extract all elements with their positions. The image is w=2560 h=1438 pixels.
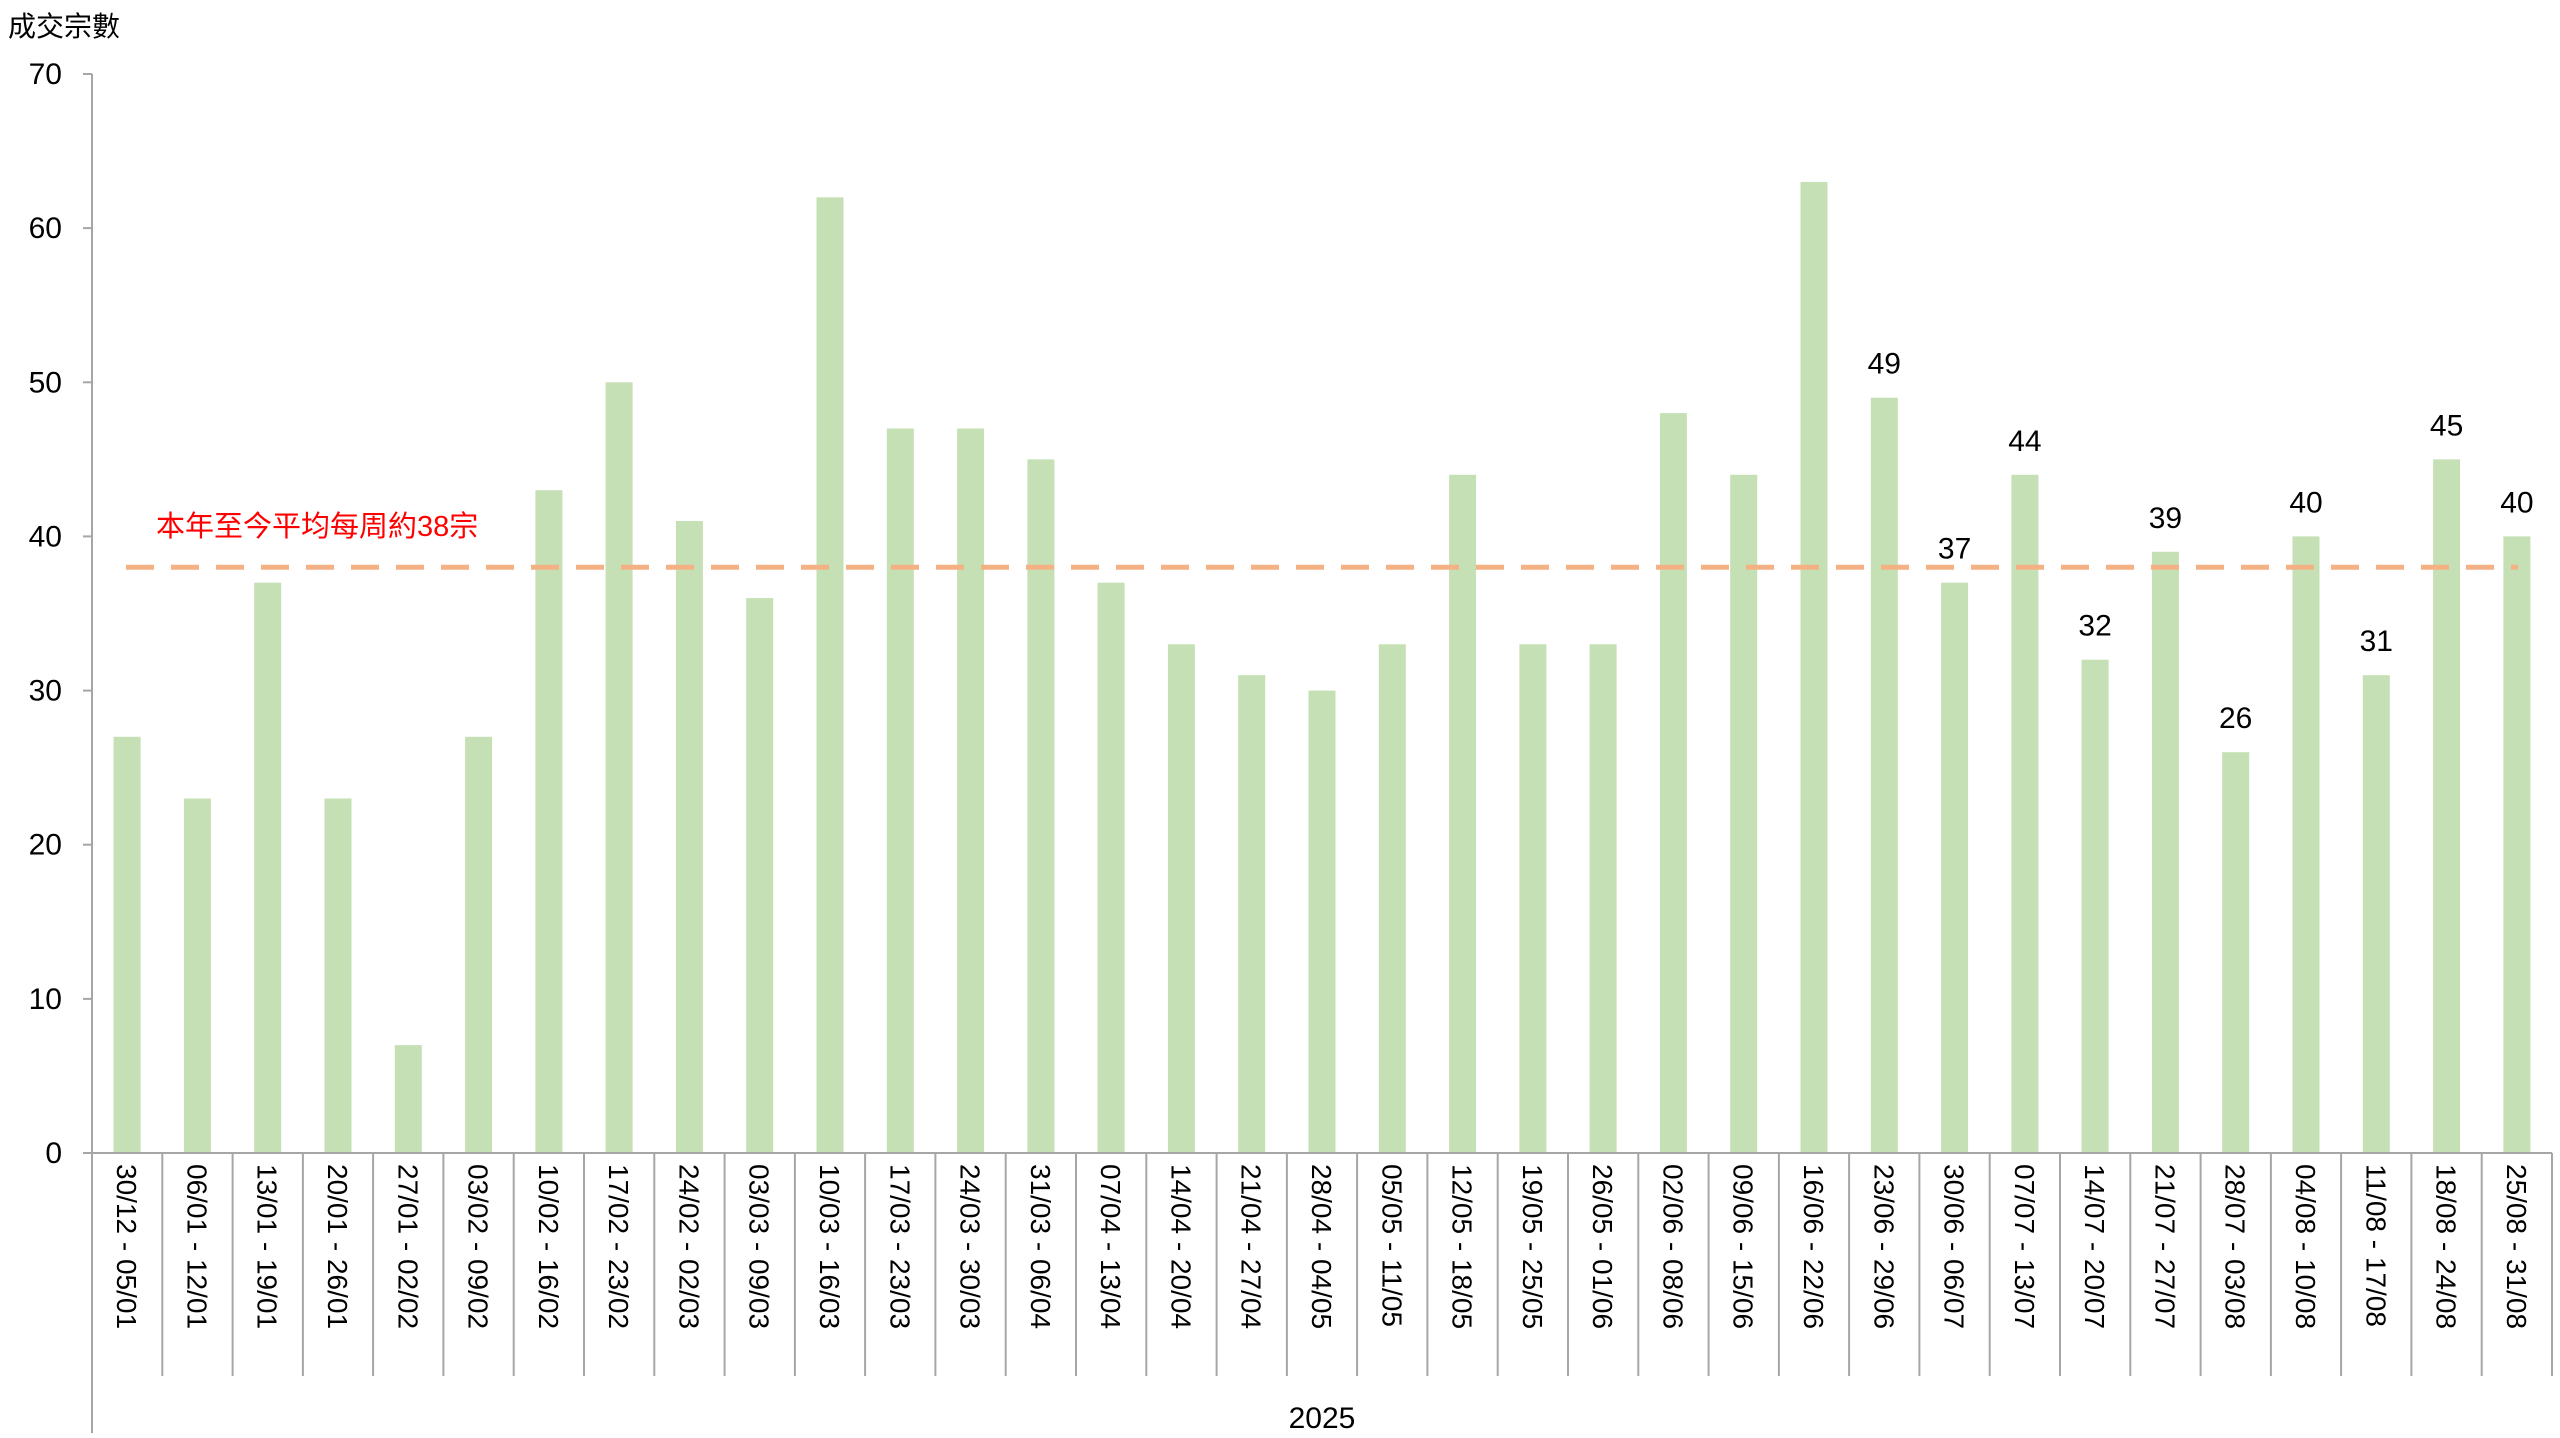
- x-tick-label: 13/01 - 19/01: [252, 1164, 283, 1329]
- bar-2: [254, 582, 282, 1153]
- x-tick-label: 09/06 - 15/06: [1728, 1164, 1759, 1329]
- x-tick-label: 16/06 - 22/06: [1798, 1164, 1829, 1329]
- x-tick-label: 07/04 - 13/04: [1095, 1164, 1126, 1329]
- x-tick-label: 26/05 - 01/06: [1587, 1164, 1618, 1329]
- x-tick-label: 30/12 - 05/01: [111, 1164, 142, 1329]
- x-tick-label: 17/03 - 23/03: [884, 1164, 915, 1329]
- x-tick-label: 30/06 - 06/07: [1939, 1164, 1970, 1329]
- bar-3: [324, 798, 352, 1153]
- x-tick-label: 10/02 - 16/02: [533, 1164, 564, 1329]
- x-tick-label: 02/06 - 08/06: [1657, 1164, 1688, 1329]
- x-tick-label: 28/07 - 03/08: [2220, 1164, 2251, 1329]
- x-tick-label: 17/02 - 23/02: [603, 1164, 634, 1329]
- bar-1: [183, 798, 211, 1153]
- bar-30: [2222, 752, 2250, 1153]
- x-tick-label: 24/02 - 02/03: [673, 1164, 704, 1329]
- x-tick-label: 31/03 - 06/04: [1025, 1164, 1056, 1329]
- bar-17: [1308, 690, 1336, 1153]
- x-tick-label: 27/01 - 02/02: [392, 1164, 423, 1329]
- bar-15: [1167, 644, 1195, 1153]
- data-label-32: 31: [2360, 625, 2393, 658]
- x-tick-label: 05/05 - 11/05: [1376, 1164, 1407, 1327]
- data-label-25: 49: [1868, 348, 1901, 381]
- y-tick-label: 0: [45, 1137, 62, 1170]
- x-tick-label: 21/07 - 27/07: [2149, 1164, 2180, 1329]
- data-labels: 49 37 44 32 39 26 40 31 45 40: [1868, 348, 2534, 736]
- bar-27: [2011, 474, 2039, 1153]
- x-axis-year-label: 2025: [1289, 1402, 1356, 1433]
- y-tick-label: 70: [29, 58, 62, 91]
- bar-13: [1027, 459, 1055, 1153]
- bar-19: [1449, 474, 1477, 1153]
- bar-20: [1519, 644, 1547, 1153]
- data-label-34: 40: [2500, 486, 2533, 519]
- bar-10: [816, 197, 844, 1154]
- y-tick-label: 30: [29, 675, 62, 708]
- x-tick-label: 23/06 - 29/06: [1868, 1164, 1899, 1329]
- y-tick-label: 20: [29, 829, 62, 862]
- x-tick-label: 21/04 - 27/04: [1236, 1164, 1267, 1329]
- bar-11: [886, 428, 914, 1153]
- x-axis-ticks: 30/12 - 05/01 06/01 - 12/01 13/01 - 19/01 2…: [111, 1164, 2532, 1329]
- bar-14: [1097, 582, 1125, 1153]
- x-tick-label: 18/08 - 24/08: [2431, 1164, 2462, 1329]
- bar-32: [2362, 675, 2390, 1153]
- bar-23: [1730, 474, 1758, 1153]
- y-tick-label: 10: [29, 983, 62, 1016]
- x-tick-label: 14/04 - 20/04: [1165, 1164, 1196, 1329]
- x-tick-label: 12/05 - 18/05: [1447, 1164, 1478, 1329]
- bars: [113, 181, 2531, 1154]
- y-tick-label: 40: [29, 520, 62, 553]
- bar-24: [1800, 181, 1828, 1153]
- bar-28: [2081, 659, 2109, 1153]
- x-tick-label: 03/02 - 09/02: [463, 1164, 494, 1329]
- data-label-26: 37: [1938, 533, 1971, 566]
- bar-22: [1659, 413, 1687, 1154]
- data-label-31: 40: [2289, 486, 2322, 519]
- x-tick-label: 07/07 - 13/07: [2009, 1164, 2040, 1329]
- y-tick-label: 60: [29, 212, 62, 245]
- x-tick-label: 10/03 - 16/03: [814, 1164, 845, 1329]
- y-axis-ticks: 0 10 20 30 40 50 60 70: [29, 58, 92, 1170]
- bar-29: [2151, 551, 2179, 1153]
- bar-25: [1870, 397, 1898, 1153]
- x-tick-label: 20/01 - 26/01: [322, 1164, 353, 1329]
- bar-16: [1238, 675, 1266, 1153]
- bar-18: [1378, 644, 1406, 1153]
- bar-6: [535, 490, 563, 1153]
- x-tick-label: 11/08 - 17/08: [2360, 1164, 2391, 1327]
- x-tick-label: 03/03 - 09/03: [744, 1164, 775, 1329]
- bar-8: [675, 521, 703, 1153]
- bar-34: [2503, 536, 2531, 1153]
- bar-7: [605, 382, 633, 1153]
- x-tick-label: 25/08 - 31/08: [2501, 1164, 2532, 1329]
- bar-12: [957, 428, 985, 1153]
- data-label-30: 26: [2219, 702, 2252, 735]
- bar-4: [394, 1045, 422, 1153]
- average-line-label: 本年至今平均每周約38宗: [156, 510, 478, 543]
- y-axis-title: 成交宗數: [8, 11, 120, 42]
- axes: [91, 74, 2553, 1433]
- x-tick-label: 06/01 - 12/01: [181, 1164, 212, 1329]
- data-label-27: 44: [2008, 425, 2041, 458]
- data-label-29: 39: [2149, 502, 2182, 535]
- bar-0: [113, 736, 141, 1153]
- bar-26: [1941, 582, 1969, 1153]
- x-tick-label: 14/07 - 20/07: [2079, 1164, 2110, 1329]
- y-tick-label: 50: [29, 366, 62, 399]
- bar-5: [465, 736, 493, 1153]
- bar-33: [2433, 459, 2461, 1153]
- data-label-28: 32: [2078, 610, 2111, 643]
- x-tick-label: 04/08 - 10/08: [2290, 1164, 2321, 1329]
- bar-31: [2292, 536, 2320, 1153]
- x-tick-label: 28/04 - 04/05: [1306, 1164, 1337, 1329]
- bar-9: [746, 598, 774, 1153]
- x-tick-label: 19/05 - 25/05: [1517, 1164, 1548, 1329]
- x-tick-label: 24/03 - 30/03: [955, 1164, 986, 1329]
- bar-21: [1589, 644, 1617, 1153]
- data-label-33: 45: [2430, 409, 2463, 442]
